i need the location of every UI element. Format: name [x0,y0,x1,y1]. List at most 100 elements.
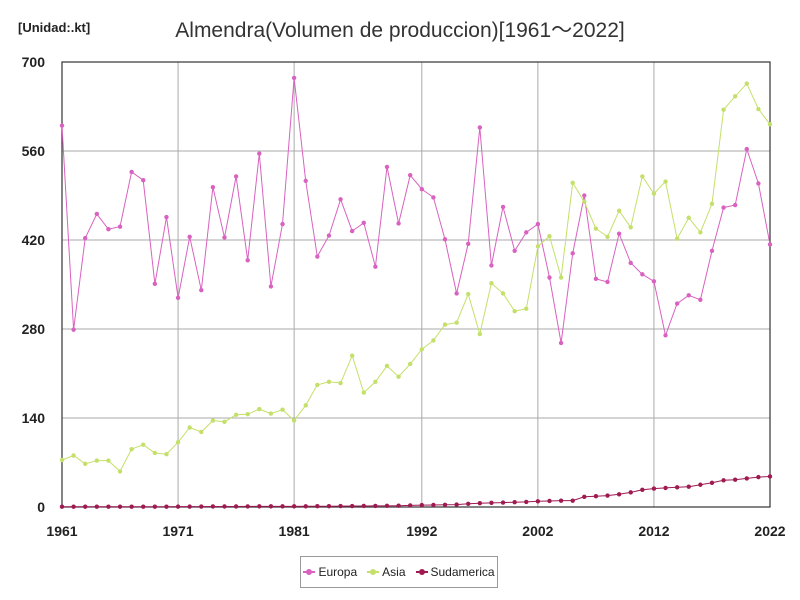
axes [61,61,771,508]
data-point-sudamerica [349,503,355,509]
y-tick-label: 0 [37,499,45,515]
data-point-europa [547,275,552,280]
data-point-sudamerica [326,503,332,509]
data-point-sudamerica [640,487,645,493]
data-point-sudamerica [106,504,111,509]
data-point-sudamerica [616,492,622,497]
data-point-sudamerica [407,503,413,508]
series-line-europa [61,77,771,344]
data-point-asia [245,411,250,417]
data-point-europa [210,185,216,190]
data-point-europa [756,181,761,186]
data-point-asia [686,215,691,220]
chart-title: Almendra(Volumen de produccion)[1961～202… [175,19,625,42]
data-point-asia [616,208,622,213]
grid-lines [62,62,770,507]
x-tick-label: 1981 [279,523,310,539]
data-point-europa [94,211,100,217]
data-point-europa [373,264,378,269]
data-point-europa [407,172,413,178]
legend-swatch [415,567,428,577]
data-point-asia [222,419,227,425]
data-point-sudamerica [500,500,506,505]
data-point-sudamerica [280,504,285,509]
data-point-asia [419,347,425,352]
data-point-sudamerica [524,499,529,505]
data-point-sudamerica [199,504,204,509]
data-point-asia [593,226,599,231]
data-point-sudamerica [431,502,436,508]
data-point-europa [106,226,111,232]
data-point-europa [233,174,239,179]
data-point-sudamerica [512,500,517,505]
series-sudamerica [59,474,773,509]
data-point-asia [767,122,773,127]
data-point-europa [141,178,146,183]
data-point-sudamerica [129,504,134,509]
data-point-sudamerica [141,504,146,509]
data-point-europa [187,234,192,240]
data-point-sudamerica [674,485,680,490]
data-point-asia [71,453,76,458]
data-point-europa [477,125,483,130]
y-tick-label: 140 [22,410,46,426]
data-point-europa [570,251,575,256]
data-point-sudamerica [94,504,100,509]
data-point-europa [152,281,158,287]
data-point-sudamerica [384,503,390,509]
data-point-europa [71,327,76,332]
data-point-asia [524,306,529,311]
data-point-sudamerica [222,504,227,509]
series-europa [59,75,773,346]
legend-label: Sudamerica [430,565,495,579]
data-point-europa [767,242,773,247]
data-point-sudamerica [373,503,378,509]
data-point-sudamerica [71,504,76,509]
data-point-europa [674,301,680,306]
data-point-europa [396,221,401,226]
data-point-asia [280,407,285,412]
data-point-asia [129,446,134,452]
data-point-sudamerica [767,474,773,479]
data-point-sudamerica [582,494,587,500]
data-point-sudamerica [570,498,575,503]
data-point-asia [268,411,274,416]
data-point-asia [454,320,459,325]
data-point-europa [593,276,599,281]
legend-item-asia: Asia [367,565,406,579]
data-point-europa [616,231,622,236]
data-point-europa [384,164,390,170]
data-point-asia [117,469,123,474]
data-point-europa [535,221,541,227]
data-point-asia [349,353,355,358]
data-point-europa [489,263,494,268]
data-point-europa [268,284,274,289]
data-point-sudamerica [152,504,158,509]
legend: Europa Asia Sudamerica [300,556,498,588]
data-point-asia [407,361,413,367]
x-tick-label: 1971 [162,523,193,539]
data-point-asia [106,458,111,463]
data-point-sudamerica [187,504,192,509]
data-point-europa [466,241,471,247]
data-point-sudamerica [663,485,668,491]
data-point-sudamerica [419,502,425,508]
data-point-sudamerica [117,504,123,509]
data-point-sudamerica [744,476,749,481]
data-point-europa [698,297,703,302]
data-point-europa [245,258,250,263]
legend-item-europa: Europa [303,565,357,579]
data-point-asia [605,234,610,240]
data-point-sudamerica [558,498,564,503]
data-point-sudamerica [756,474,761,480]
data-point-europa [709,248,715,254]
data-point-sudamerica [233,504,239,509]
data-point-sudamerica [628,490,633,495]
data-point-asia [83,461,88,466]
data-point-asia [431,338,436,343]
legend-label: Asia [382,565,406,579]
data-point-europa [744,146,749,152]
data-point-sudamerica [721,478,726,483]
data-point-asia [721,107,726,112]
